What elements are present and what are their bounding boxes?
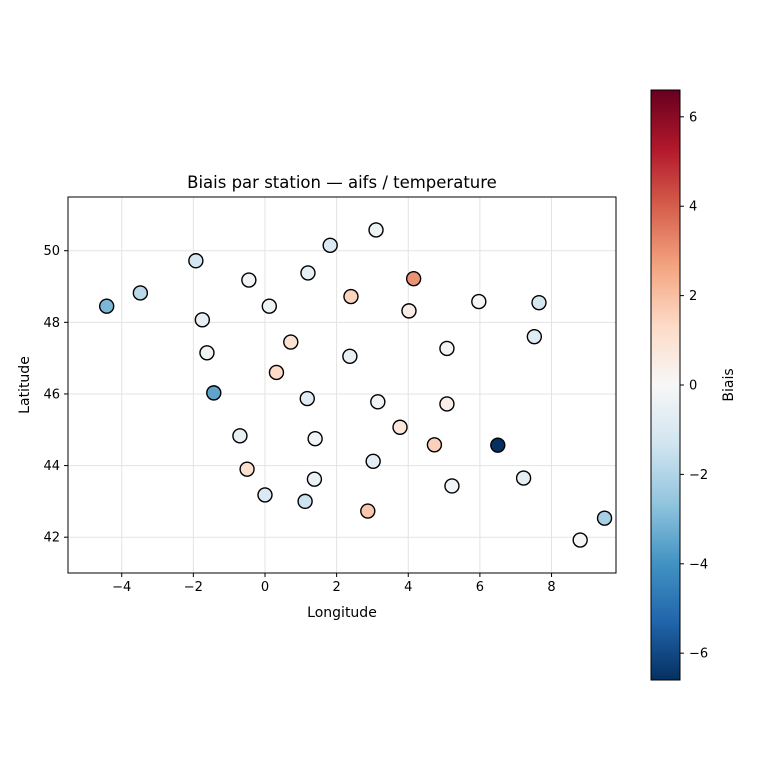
station-point: [368, 222, 384, 238]
station-point: [239, 461, 255, 477]
station-point: [370, 394, 386, 410]
x-tick-label: 8: [547, 580, 555, 595]
x-tick-label: 2: [332, 580, 340, 595]
station-point: [515, 470, 532, 486]
station-point: [526, 328, 543, 345]
chart-title: Biais par station — aifs / temperature: [187, 173, 497, 192]
colorbar-tick-label: 6: [689, 110, 697, 125]
station-point: [306, 471, 323, 487]
station-point: [232, 428, 248, 444]
colorbar-tick-label: −6: [689, 647, 708, 662]
colorbar-tick-label: 4: [689, 200, 697, 215]
x-tick-label: −2: [184, 580, 203, 595]
colorbar-tick-label: −4: [689, 557, 708, 572]
station-point: [401, 303, 417, 319]
station-point: [188, 253, 204, 269]
station-point: [405, 270, 422, 287]
station-point: [299, 390, 315, 407]
station-point: [439, 340, 455, 357]
station-point: [283, 334, 299, 350]
station-point: [307, 431, 323, 447]
station-point: [297, 493, 313, 510]
station-point: [471, 293, 487, 310]
station-point: [360, 503, 376, 519]
station-point: [490, 437, 506, 453]
y-tick-label: 48: [43, 316, 60, 331]
plot-background: [68, 197, 616, 573]
x-axis-label: Longitude: [307, 605, 377, 621]
station-point: [365, 453, 381, 469]
y-tick-label: 42: [43, 531, 60, 546]
x-tick-label: 6: [476, 580, 484, 595]
station-point: [572, 532, 588, 548]
station-point: [199, 345, 215, 361]
station-point: [268, 364, 285, 381]
y-tick-label: 44: [43, 459, 60, 474]
station-point: [132, 285, 149, 301]
data-points: [98, 222, 613, 548]
x-axis: −4 −2 0 2 4 6 8: [112, 573, 556, 595]
station-point: [342, 348, 358, 365]
station-point: [439, 396, 455, 412]
station-point: [194, 312, 211, 328]
colorbar-gradient: [650, 89, 681, 681]
colorbar-label: Biais: [721, 368, 737, 401]
station-point: [531, 294, 547, 311]
station-point: [322, 237, 338, 254]
station-point: [596, 510, 613, 526]
y-axis: 42 44 46 48 50: [43, 244, 68, 546]
station-point: [300, 265, 316, 281]
colorbar-tick-label: −2: [689, 468, 708, 483]
colorbar-tick-label: 2: [689, 289, 697, 304]
x-tick-label: 4: [404, 580, 412, 595]
station-point: [98, 298, 115, 314]
station-point: [257, 487, 273, 503]
y-tick-label: 50: [43, 244, 60, 259]
y-tick-label: 46: [43, 387, 60, 402]
station-point: [241, 272, 257, 288]
x-tick-label: −4: [112, 580, 131, 595]
colorbar-tick-label: 0: [689, 379, 697, 394]
station-point: [343, 288, 359, 305]
station-point: [261, 298, 277, 314]
station-point: [444, 478, 460, 494]
station-point: [426, 437, 443, 453]
plot-frame: [67, 196, 617, 574]
station-point: [206, 385, 222, 401]
station-point: [392, 419, 408, 435]
colorbar: −6 −4 −2 0 2 4 6 Biais: [650, 89, 737, 681]
y-axis-label: Latitude: [17, 356, 33, 414]
x-tick-label: 0: [261, 580, 269, 595]
colorbar-ticks: −6 −4 −2 0 2 4 6: [680, 110, 708, 662]
